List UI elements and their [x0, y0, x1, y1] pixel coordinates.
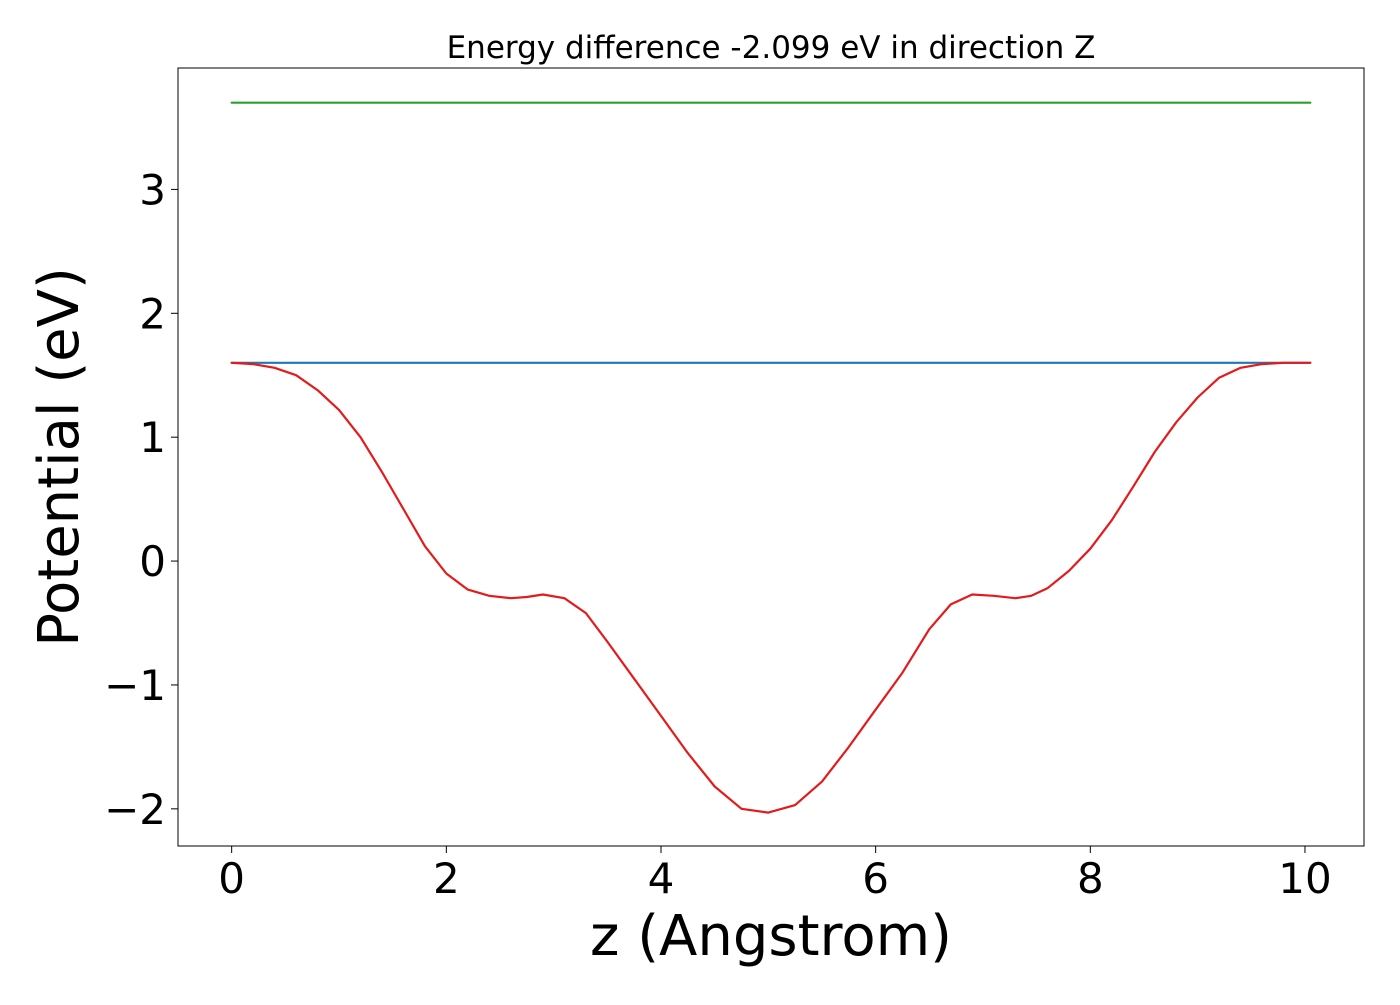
series-line-3: [230, 361, 1312, 814]
chart-title: Energy difference -2.099 eV in direction…: [447, 30, 1096, 66]
x-tick-label: 0: [218, 854, 245, 903]
plot-area-frame: [177, 67, 1365, 847]
y-tick-label: 0: [139, 537, 166, 586]
y-tick-label: 2: [139, 289, 166, 338]
x-tick-label: 2: [433, 854, 460, 903]
y-tick-label: −1: [104, 661, 166, 710]
x-tick-label: 10: [1278, 854, 1331, 903]
y-tick-label: 3: [139, 165, 166, 214]
series-layer: [230, 101, 1312, 814]
x-tick-label: 6: [862, 854, 889, 903]
y-tick-label: 1: [139, 413, 166, 462]
y-axis-label: Potential (eV): [27, 267, 92, 647]
ticks-layer: 0 2 4 6 8 10 −2 −1 0 1 2 3: [104, 165, 1332, 903]
y-tick-label: −2: [104, 785, 166, 834]
x-axis-label: z (Angstrom): [590, 904, 952, 969]
x-tick-label: 8: [1077, 854, 1104, 903]
x-tick-label: 4: [648, 854, 675, 903]
